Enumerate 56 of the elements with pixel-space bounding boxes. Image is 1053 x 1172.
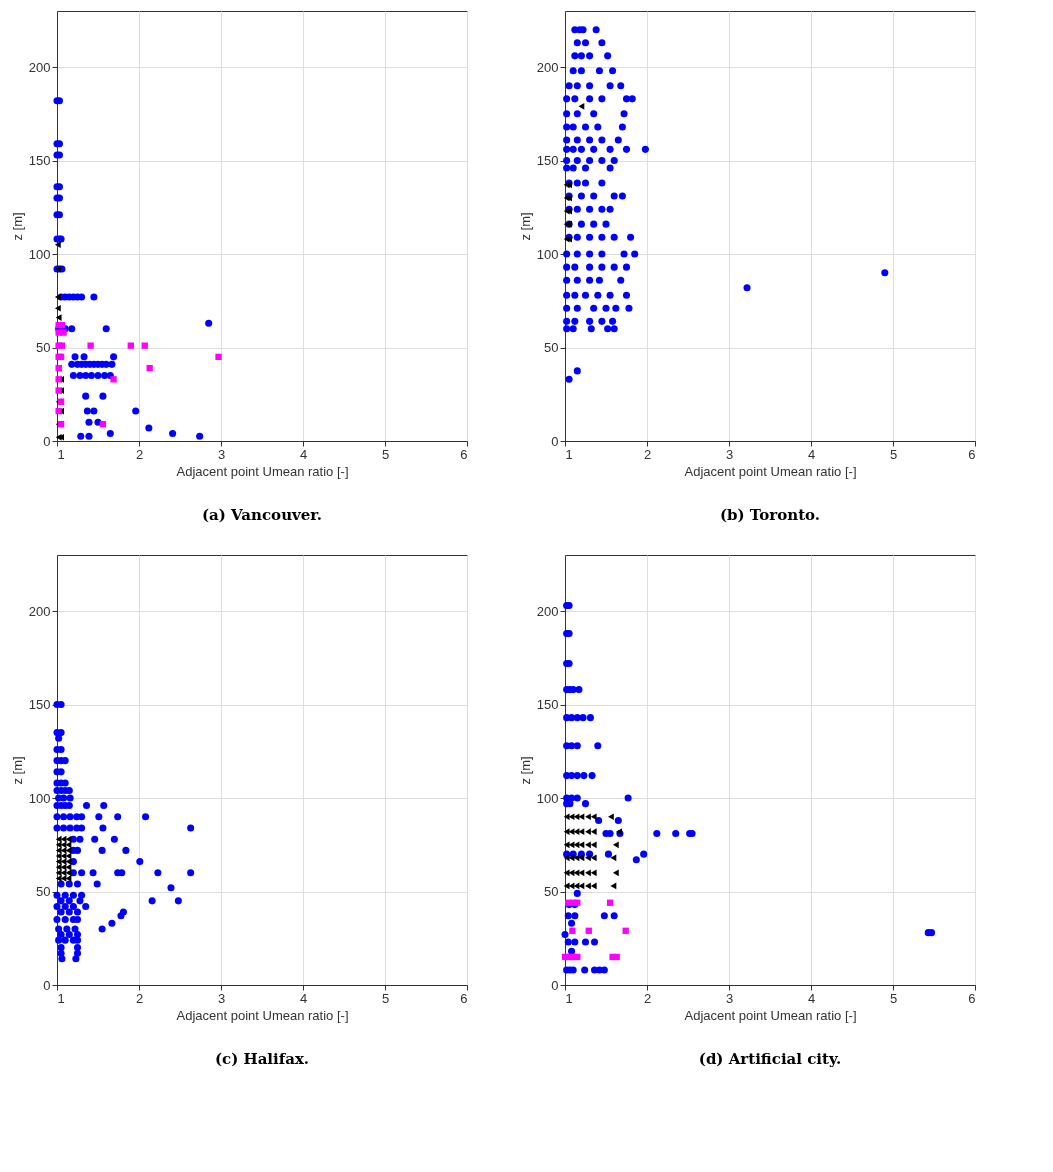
y-tick-label: 200 [536, 603, 559, 619]
x-tick-label: 6 [968, 990, 976, 1006]
x-tick-label: 2 [643, 990, 652, 1006]
x-tick-label: 2 [135, 446, 144, 462]
y-tick-label: 100 [28, 246, 51, 262]
y-tick-label: 50 [544, 340, 559, 356]
x-tick-label: 1 [565, 990, 573, 1006]
x-tick-label: 6 [968, 446, 976, 462]
y-axis-title: z [m] [517, 212, 533, 241]
x-tick-label: 5 [889, 990, 898, 1006]
x-tick-label: 1 [57, 990, 65, 1006]
y-tick-label: 200 [28, 59, 51, 75]
y-tick-label: 150 [536, 153, 559, 169]
x-axis-title: Adjacent point Umean ratio [-] [684, 463, 857, 479]
x-tick-label: 4 [299, 990, 308, 1006]
text: (c) Halifax. [214, 1050, 310, 1068]
y-tick-label: 50 [544, 884, 559, 900]
x-tick-label: 2 [643, 446, 652, 462]
x-tick-label: 5 [889, 446, 898, 462]
x-tick-label: 3 [217, 446, 226, 462]
y-tick-label: 0 [43, 433, 51, 449]
x-tick-label: 3 [217, 990, 226, 1006]
y-tick-label: 0 [43, 977, 51, 993]
y-tick-label: 150 [28, 697, 51, 713]
x-tick-label: 3 [725, 990, 734, 1006]
x-tick-label: 6 [460, 446, 468, 462]
y-axis-title: z [m] [517, 756, 533, 785]
x-axis-title: Adjacent point Umean ratio [-] [176, 463, 349, 479]
x-tick-label: 5 [381, 990, 390, 1006]
y-tick-label: 150 [28, 153, 51, 169]
y-tick-label: 50 [36, 340, 51, 356]
x-tick-label: 2 [135, 990, 144, 1006]
x-tick-label: 3 [725, 446, 734, 462]
x-tick-label: 5 [381, 446, 390, 462]
x-tick-label: 4 [807, 990, 816, 1006]
x-tick-label: 4 [807, 446, 816, 462]
y-tick-label: 100 [536, 790, 559, 806]
x-tick-label: 4 [299, 446, 308, 462]
y-tick-label: 100 [28, 790, 51, 806]
x-axis-title: Adjacent point Umean ratio [-] [176, 1007, 349, 1023]
x-tick-label: 1 [57, 446, 65, 462]
y-tick-label: 50 [36, 884, 51, 900]
x-tick-label: 6 [460, 990, 468, 1006]
y-tick-label: 200 [28, 603, 51, 619]
x-tick-label: 1 [565, 446, 573, 462]
y-tick-label: 0 [551, 977, 559, 993]
text: (a) Vancouver. [201, 506, 323, 524]
y-axis-title: z [m] [9, 212, 25, 241]
y-tick-label: 150 [536, 697, 559, 713]
text: (d) Artificial city. [698, 1050, 842, 1068]
x-axis-title: Adjacent point Umean ratio [-] [684, 1007, 857, 1023]
y-tick-label: 200 [536, 59, 559, 75]
text: (b) Toronto. [719, 506, 821, 524]
y-tick-label: 100 [536, 246, 559, 262]
y-axis-title: z [m] [9, 756, 25, 785]
y-tick-label: 0 [551, 433, 559, 449]
